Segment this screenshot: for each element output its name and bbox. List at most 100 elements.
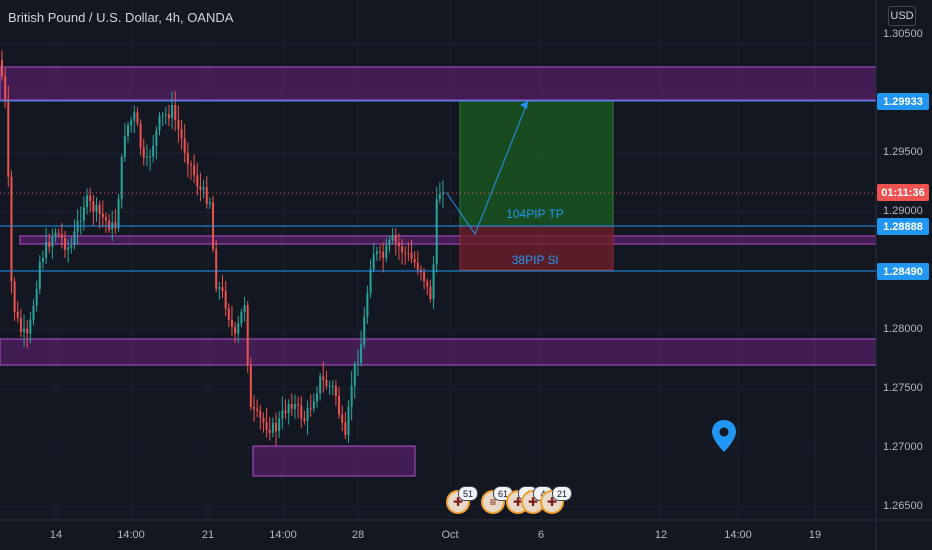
candle-body [287, 403, 290, 414]
candle-body [221, 287, 224, 292]
candle-body [328, 385, 331, 387]
candle-body [319, 376, 322, 394]
take-profit-label: 104PIP TP [506, 207, 564, 221]
candle-body [416, 262, 419, 270]
time-tick: 14:00 [117, 529, 145, 541]
candle-body [290, 403, 293, 409]
candle-body [186, 153, 189, 165]
candle-body [45, 241, 48, 258]
candle-body [334, 385, 337, 396]
candle-body [249, 365, 252, 407]
event-badge[interactable]: ✚ 51 [446, 486, 478, 514]
price-tick: 1.27500 [883, 382, 923, 394]
candle-body [142, 147, 145, 158]
candle-body [32, 305, 35, 320]
price-tick: 1.27000 [883, 441, 923, 453]
price-tick: 1.28000 [883, 323, 923, 335]
candle-body [297, 404, 300, 406]
candle-body [60, 234, 63, 238]
event-count: 21 [552, 486, 572, 501]
candle-body [177, 119, 180, 130]
time-tick: 12 [654, 529, 668, 541]
candle-body [136, 112, 139, 124]
candle-body [353, 364, 356, 386]
candle-body [271, 422, 274, 433]
candle-body [372, 254, 375, 270]
candle-body [139, 123, 142, 148]
candle-body [375, 251, 378, 255]
candle-body [322, 376, 325, 381]
currency-button[interactable]: USD [888, 6, 916, 26]
candle-body [350, 385, 353, 407]
candle-body [410, 252, 413, 259]
candle-body [360, 344, 363, 364]
candle-body [57, 232, 60, 235]
candle-body [256, 408, 259, 411]
event-badge[interactable]: ✚ 21 [540, 486, 572, 514]
candle-body [306, 408, 309, 421]
take-profit-zone [459, 100, 614, 227]
candle-body [331, 385, 334, 387]
candle-body [316, 393, 318, 402]
candle-body [64, 237, 66, 250]
uk-flag-icon: ✚ [546, 495, 558, 509]
upper-level-price-badge: 1.29933 [877, 93, 929, 110]
time-tick: Oct [441, 529, 459, 541]
candle-body [309, 408, 312, 410]
candle-body [104, 217, 107, 221]
supply-demand-zone [0, 338, 877, 366]
time-tick: 19 [808, 529, 822, 541]
candle-body [429, 286, 432, 300]
candle-body [293, 404, 296, 409]
candle-body [423, 272, 426, 282]
candle-body [120, 157, 123, 200]
candle-body [379, 251, 381, 253]
candle-body [98, 204, 101, 214]
candle-body [29, 319, 32, 334]
candle-body [13, 281, 16, 312]
candle-body [382, 251, 385, 259]
us-flag-icon: ≡ [489, 495, 497, 509]
candle-body [7, 99, 10, 177]
candle-body [82, 207, 85, 221]
location-pin-icon[interactable] [710, 419, 738, 453]
symbol-title[interactable]: British Pound / U.S. Dollar, 4h, OANDA [8, 10, 234, 25]
candle-body [300, 405, 303, 419]
candle-body [92, 201, 95, 212]
price-tick: 1.29500 [883, 146, 923, 158]
event-badge[interactable]: ≡ 61 [481, 486, 513, 514]
candle-body [397, 242, 400, 247]
candle-body [284, 410, 287, 414]
candle-body [413, 258, 416, 263]
candle-body [171, 104, 174, 119]
candle-body [202, 187, 205, 190]
candle-body [67, 247, 70, 250]
candle-body [86, 195, 89, 208]
entry-level-price-badge: 1.28888 [877, 218, 929, 235]
candle-body [23, 328, 26, 332]
candle-body [123, 136, 126, 158]
candle-body [394, 235, 397, 243]
candle-body [303, 418, 306, 421]
candle-body [341, 414, 344, 423]
candle-body [435, 199, 438, 265]
candle-body [79, 220, 82, 222]
time-tick: 14 [49, 529, 63, 541]
candle-body [230, 319, 233, 327]
countdown-badge: 01:11:36 [877, 184, 929, 201]
candle-body [117, 199, 120, 229]
candle-body [218, 287, 221, 289]
candle-body [438, 194, 441, 200]
candle-body [174, 104, 177, 120]
uk-flag-icon: ✚ [527, 495, 539, 509]
candle-body [344, 422, 347, 435]
candlestick-series [1, 50, 444, 446]
candle-body [180, 129, 183, 139]
candle-body [161, 115, 164, 117]
candle-body [193, 165, 196, 176]
candle-body [275, 422, 278, 432]
lower-level-price-badge: 1.28490 [877, 263, 929, 280]
time-tick: 14:00 [269, 529, 297, 541]
candle-body [265, 422, 268, 430]
